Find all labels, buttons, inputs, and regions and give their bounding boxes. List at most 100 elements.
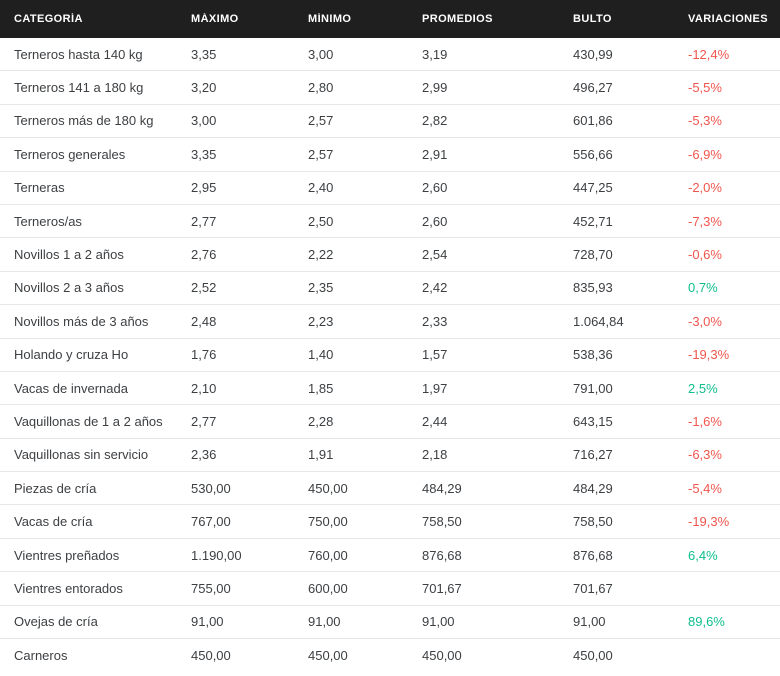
cell-maximo: 1,76: [191, 347, 217, 363]
table-row: Novillos 2 a 3 años 2,52 2,35 2,42 835,93 0,7…: [0, 271, 780, 306]
cell-minimo: 600,00: [308, 580, 348, 596]
cell-minimo: 2,57: [308, 113, 334, 129]
cell-bulto: 430,99: [573, 46, 613, 62]
cell-categoria: Terneras: [14, 180, 65, 196]
cell-minimo: 1,85: [308, 380, 334, 396]
cell-variacion: -5,3%: [688, 113, 722, 129]
cell-variacion: 2,5%: [688, 380, 718, 396]
cell-promedios: 3,19: [422, 46, 448, 62]
cell-bulto: 643,15: [573, 413, 613, 429]
cell-promedios: 2,60: [422, 180, 448, 196]
table-row: Terneros más de 180 kg 3,00 2,57 2,82 601,86…: [0, 104, 780, 139]
table-row: Terneros hasta 140 kg 3,35 3,00 3,19 430,99 -…: [0, 38, 780, 72]
table-row: Piezas de cría 530,00 450,00 484,29 484,29 -5…: [0, 472, 780, 506]
cell-bulto: 496,27: [573, 80, 613, 96]
cell-promedios: 2,44: [422, 413, 448, 429]
column-header-maximo: MÁXIMO: [191, 13, 239, 25]
cell-minimo: 3,00: [308, 46, 334, 62]
cell-bulto: 876,68: [573, 547, 613, 563]
cell-bulto: 91,00: [573, 614, 606, 630]
cell-variacion: -19,3%: [688, 514, 730, 530]
table-row: Ovejas de cría 91,00 91,00 91,00 91,00 89,6%: [0, 605, 780, 640]
cell-maximo: 3,20: [191, 80, 217, 96]
cell-categoria: Terneros hasta 140 kg: [14, 46, 143, 62]
cell-promedios: 2,99: [422, 80, 448, 96]
cell-maximo: 2,52: [191, 280, 217, 296]
cell-promedios: 701,67: [422, 580, 462, 596]
cell-maximo: 1.190,00: [191, 547, 242, 563]
cell-promedios: 484,29: [422, 480, 462, 496]
table-row: Carneros 450,00 450,00 450,00 450,00: [0, 639, 780, 673]
cell-maximo: 3,35: [191, 146, 217, 162]
cell-minimo: 2,22: [308, 247, 334, 263]
cell-maximo: 2,76: [191, 247, 217, 263]
table-row: Vaquillonas de 1 a 2 años 2,77 2,28 2,44 643…: [0, 405, 780, 439]
cell-bulto: 728,70: [573, 247, 613, 263]
cell-bulto: 447,25: [573, 180, 613, 196]
cell-promedios: 2,42: [422, 280, 448, 296]
cell-maximo: 3,35: [191, 46, 217, 62]
cell-bulto: 450,00: [573, 648, 613, 664]
cell-bulto: 716,27: [573, 447, 613, 463]
cell-promedios: 91,00: [422, 614, 455, 630]
cell-maximo: 2,48: [191, 313, 217, 329]
cell-variacion: -5,4%: [688, 480, 722, 496]
cell-bulto: 701,67: [573, 580, 613, 596]
cell-bulto: 484,29: [573, 480, 613, 496]
cell-minimo: 2,40: [308, 180, 334, 196]
cell-variacion: -6,9%: [688, 146, 722, 162]
table-row: Terneros 141 a 180 kg 3,20 2,80 2,99 496,27 -…: [0, 71, 780, 105]
cell-categoria: Terneros más de 180 kg: [14, 113, 154, 129]
cell-variacion: -7,3%: [688, 213, 722, 229]
cell-maximo: 755,00: [191, 580, 231, 596]
cell-bulto: 1.064,84: [573, 313, 624, 329]
column-header-categoria: CATEGORÍA: [14, 13, 83, 25]
column-header-minimo: MÍNIMO: [308, 13, 352, 25]
cell-variacion: -6,3%: [688, 447, 722, 463]
cell-promedios: 2,91: [422, 146, 448, 162]
cell-categoria: Vientres preñados: [14, 547, 120, 563]
cell-maximo: 91,00: [191, 614, 224, 630]
cell-minimo: 1,40: [308, 347, 334, 363]
table-row: Holando y cruza Ho 1,76 1,40 1,57 538,36 -19,…: [0, 338, 780, 372]
cell-bulto: 601,86: [573, 113, 613, 129]
cell-maximo: 3,00: [191, 113, 217, 129]
column-header-promedios: PROMEDIOS: [422, 13, 493, 25]
table-row: Vacas de cría 767,00 750,00 758,50 758,50 -19…: [0, 505, 780, 539]
cell-categoria: Vacas de invernada: [14, 380, 128, 396]
cell-categoria: Vacas de cría: [14, 514, 93, 530]
table-header-row: CATEGORÍA MÁXIMO MÍNIMO PROMEDIOS BULTO …: [0, 0, 780, 38]
table-row: Novillos más de 3 años 2,48 2,23 2,33 1.064,…: [0, 305, 780, 339]
cell-categoria: Terneros generales: [14, 146, 126, 162]
cell-minimo: 2,57: [308, 146, 334, 162]
cell-variacion: -5,5%: [688, 80, 722, 96]
cell-bulto: 538,36: [573, 347, 613, 363]
cell-variacion: 0,7%: [688, 280, 718, 296]
cell-minimo: 760,00: [308, 547, 348, 563]
cell-minimo: 2,50: [308, 213, 334, 229]
cell-maximo: 2,36: [191, 447, 217, 463]
cell-promedios: 876,68: [422, 547, 462, 563]
cell-variacion: -12,4%: [688, 46, 730, 62]
cell-bulto: 556,66: [573, 146, 613, 162]
cell-categoria: Piezas de cría: [14, 480, 97, 496]
cell-promedios: 2,33: [422, 313, 448, 329]
cell-categoria: Vientres entorados: [14, 580, 123, 596]
cell-maximo: 2,77: [191, 413, 217, 429]
cell-minimo: 2,35: [308, 280, 334, 296]
cell-promedios: 2,82: [422, 113, 448, 129]
cell-categoria: Terneros/as: [14, 213, 82, 229]
cell-maximo: 530,00: [191, 480, 231, 496]
table-row: Terneros generales 3,35 2,57 2,91 556,66 -6,9…: [0, 138, 780, 172]
cell-categoria: Novillos más de 3 años: [14, 313, 149, 329]
table-row: Vientres preñados 1.190,00 760,00 876,68 876…: [0, 538, 780, 573]
cell-maximo: 767,00: [191, 514, 231, 530]
cell-minimo: 91,00: [308, 614, 341, 630]
cell-promedios: 758,50: [422, 514, 462, 530]
cell-maximo: 2,95: [191, 180, 217, 196]
cell-minimo: 2,80: [308, 80, 334, 96]
table-row: Vientres entorados 755,00 600,00 701,67 701,…: [0, 572, 780, 606]
cell-minimo: 2,28: [308, 413, 334, 429]
cell-variacion: 89,6%: [688, 614, 725, 630]
